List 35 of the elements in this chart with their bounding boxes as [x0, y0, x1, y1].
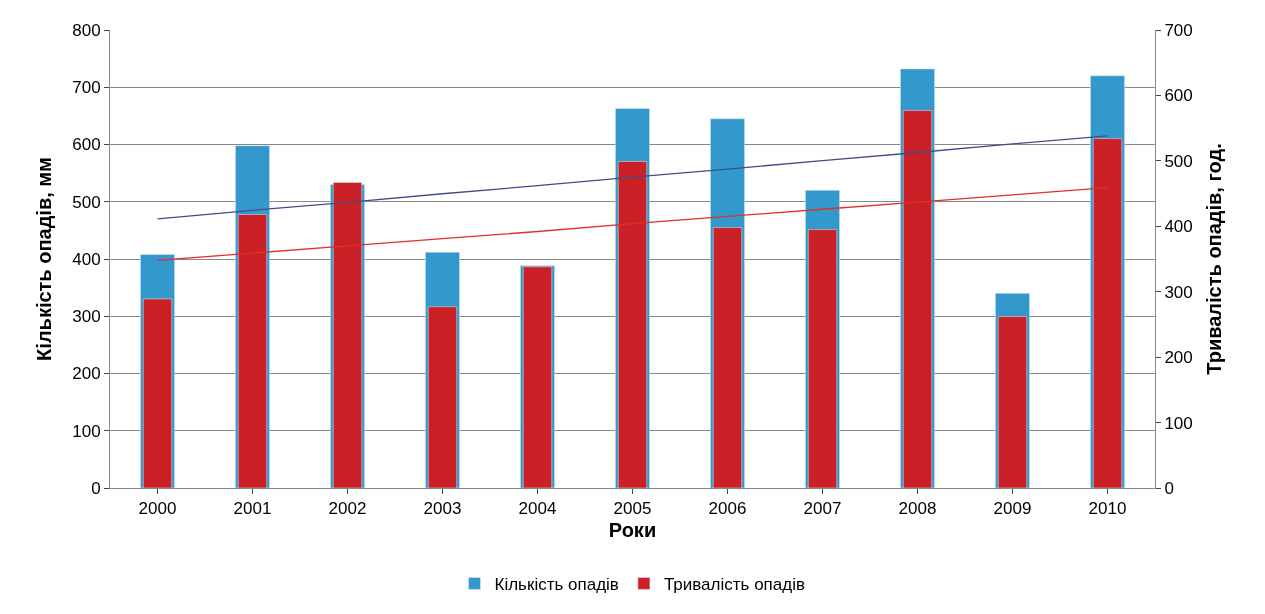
line-series [156, 135, 1109, 220]
y-tick-label: 300 [72, 307, 101, 327]
x-tick-label: 2002 [328, 499, 367, 519]
x-tick-label: 2001 [233, 499, 272, 519]
y-tick-label: 700 [72, 78, 101, 98]
y-tick-label: 400 [72, 249, 101, 269]
x-axis-title: Роки [608, 518, 657, 541]
y-tick-label: 0 [91, 478, 101, 498]
y-tick-label: 500 [72, 192, 101, 212]
x-tick-label: 2010 [1088, 499, 1127, 519]
y2-tick-label: 300 [1164, 282, 1193, 302]
x-tick-label: 2009 [993, 499, 1032, 519]
x-tick-label: 2003 [423, 499, 462, 519]
y-tick-label: 600 [72, 135, 101, 155]
x-tick-label: 2007 [803, 499, 842, 519]
y2-tick-label: 500 [1164, 151, 1193, 171]
x-tick-label: 2008 [898, 499, 937, 519]
legend-label: Кількість опадів [494, 575, 619, 595]
y2-tick-label: 0 [1164, 478, 1174, 498]
y-tick-label: 800 [72, 20, 101, 40]
x-tick-label: 2005 [613, 499, 652, 519]
y2-tick-label: 600 [1164, 86, 1193, 106]
y-tick-label: 100 [72, 421, 101, 441]
y-tick-label: 200 [72, 364, 101, 384]
y2-axis-title: Тривалість опадів, год. [1203, 143, 1226, 375]
y2-tick-label: 200 [1164, 348, 1193, 368]
x-tick-label: 2000 [138, 499, 177, 519]
y2-tick-label: 400 [1164, 217, 1193, 237]
y2-tick-label: 700 [1164, 20, 1193, 40]
line-series [156, 187, 1109, 261]
y-axis-title: Кількість опадів, мм [32, 157, 55, 361]
legend-label: Тривалість опадів [663, 575, 805, 595]
y2-tick-label: 100 [1164, 413, 1193, 433]
x-tick-label: 2006 [708, 499, 747, 519]
x-tick-label: 2004 [518, 499, 557, 519]
